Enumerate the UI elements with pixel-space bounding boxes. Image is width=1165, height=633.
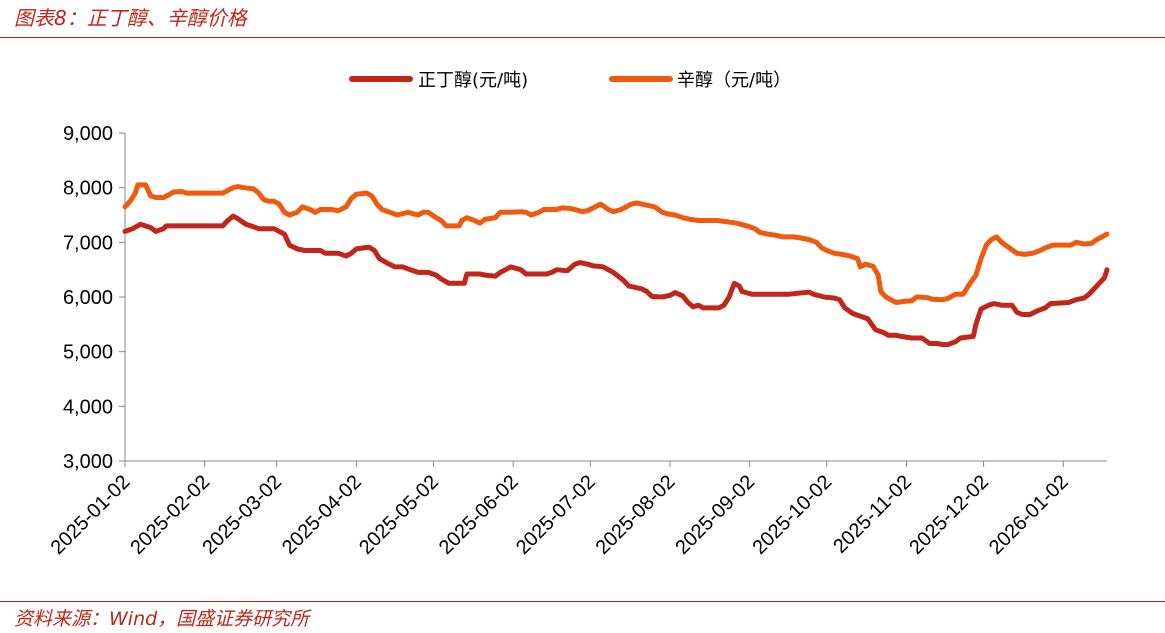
y-tick-label: 6,000 [63, 287, 113, 309]
chart-plot-area [122, 182, 1110, 348]
x-tick-label: 2025-08-02 [592, 471, 680, 559]
y-tick-label: 7,000 [63, 232, 113, 254]
x-tick-label: 2025-01-02 [47, 471, 135, 559]
legend-label-butanol: 正丁醇(元/吨) [418, 70, 528, 91]
x-tick-label: 2026-01-02 [985, 471, 1073, 559]
chart-title: 图表8：正丁醇、辛醇价格 [14, 6, 247, 30]
x-tick-label: 2025-07-02 [512, 471, 600, 559]
y-tick-label: 5,000 [63, 342, 113, 364]
y-tick-label: 4,000 [63, 396, 113, 418]
x-tick-label: 2025-04-02 [278, 471, 366, 559]
series-line-butanol [122, 213, 1110, 348]
chart-legend: 正丁醇(元/吨) 辛醇（元/吨） [349, 70, 791, 91]
source-note: 资料来源：Wind，国盛证券研究所 [14, 608, 310, 630]
legend-label-octanol: 辛醇（元/吨） [677, 70, 791, 91]
x-tick-label: 2025-11-02 [829, 471, 916, 558]
x-tick-label: 2025-10-02 [748, 471, 836, 559]
x-tick-label: 2025-06-02 [435, 471, 523, 559]
footer-divider [0, 601, 1165, 602]
x-tick-label: 2025-05-02 [355, 471, 443, 559]
title-divider [0, 37, 1165, 38]
y-tick-label: 9,000 [63, 123, 113, 145]
chart-axes: 3,000 4,000 5,000 6,000 7,000 8,000 9,000 2025-… [47, 123, 1107, 559]
x-tick-label: 2025-09-02 [671, 471, 759, 559]
series-line-octanol [122, 182, 1110, 305]
y-tick-label: 8,000 [63, 178, 113, 200]
y-tick-label: 3,000 [63, 451, 113, 473]
x-tick-label: 2025-12-02 [905, 471, 993, 559]
